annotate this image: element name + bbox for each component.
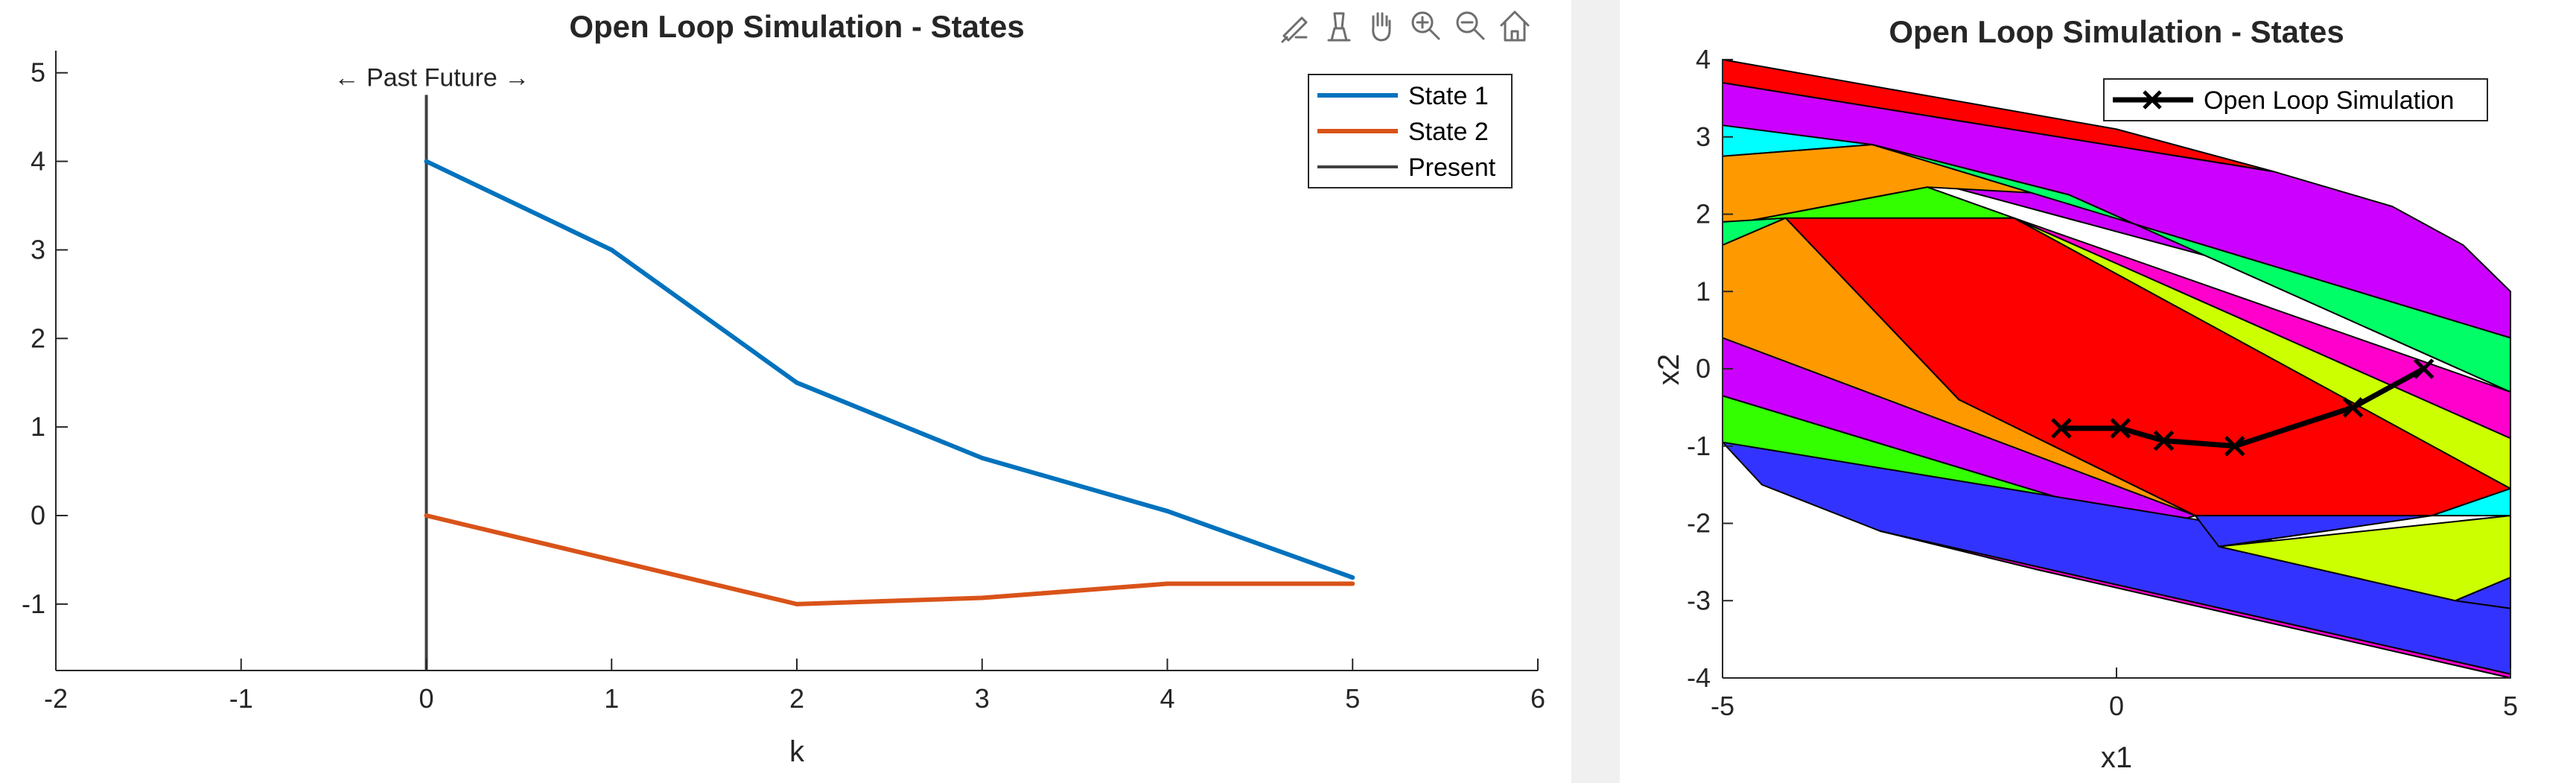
data-point-state-2 bbox=[424, 513, 429, 518]
right-x-tick-label: 0 bbox=[2109, 691, 2124, 721]
series-line-state-2 bbox=[425, 513, 1353, 606]
left-x-tick-label: -2 bbox=[44, 683, 68, 714]
trajectory-marker bbox=[2153, 430, 2175, 451]
trajectory-marker bbox=[2051, 418, 2072, 439]
partition-region bbox=[2454, 577, 2511, 609]
right-x-tick-label: -5 bbox=[1711, 691, 1734, 721]
right-y-tick-label: 0 bbox=[1696, 353, 1711, 384]
left-y-tick-label: 4 bbox=[31, 146, 45, 177]
axes-toolbar bbox=[1281, 10, 1530, 43]
right-x-tick-label: 5 bbox=[2503, 691, 2518, 721]
partition-region bbox=[2431, 487, 2511, 517]
right-y-tick-label: -2 bbox=[1687, 508, 1711, 539]
legend-marker-icon bbox=[2143, 90, 2162, 110]
left-y-tick-label: 2 bbox=[31, 323, 45, 353]
left-y-tick-label: 0 bbox=[31, 500, 45, 530]
right-y-tick-label: 1 bbox=[1696, 276, 1711, 306]
partition-region bbox=[2013, 217, 2511, 489]
left-x-tick-label: -1 bbox=[229, 683, 253, 714]
data-point-state-1 bbox=[795, 380, 799, 385]
left-x-axis-label: k bbox=[789, 735, 805, 768]
right-y-tick-label: 4 bbox=[1696, 44, 1711, 75]
left-x-tick-label: 6 bbox=[1530, 683, 1545, 714]
trajectory-marker bbox=[2224, 435, 2245, 457]
legend-label: State 2 bbox=[1408, 118, 1489, 146]
legend-label: Present bbox=[1408, 153, 1496, 182]
left-x-tick-label: 4 bbox=[1160, 683, 1174, 714]
left-y-tick-label: 1 bbox=[31, 411, 45, 442]
right-y-tick-label: -3 bbox=[1687, 585, 1711, 615]
left-x-tick-label: 2 bbox=[789, 683, 804, 714]
legend-label: Open Loop Simulation bbox=[2204, 86, 2454, 115]
right-y-tick-label: -4 bbox=[1687, 662, 1711, 693]
right-y-tick-label: -1 bbox=[1687, 431, 1711, 461]
left-y-tick-label: -1 bbox=[22, 589, 45, 619]
data-point-state-2 bbox=[609, 557, 614, 562]
home-icon[interactable] bbox=[1500, 10, 1530, 42]
left-legend[interactable]: State 1 State 2 Present bbox=[1308, 74, 1513, 188]
left-x-tick-label: 0 bbox=[419, 683, 433, 714]
zoom-in-icon[interactable] bbox=[1411, 11, 1440, 40]
data-point-state-2 bbox=[979, 595, 985, 600]
left-axes[interactable]: -2 -1 0 1 2 3 4 5 6 -1 0 1 2 3 4 5 Open Loop Simulation… bbox=[22, 9, 1545, 768]
data-point-state-2 bbox=[795, 601, 799, 606]
left-plot-area[interactable] bbox=[56, 51, 1538, 671]
right-legend[interactable]: Open Loop Simulation bbox=[2103, 78, 2488, 121]
data-point-state-1 bbox=[609, 247, 614, 253]
left-y-tick-label: 5 bbox=[31, 57, 45, 88]
left-x-tick-label: 1 bbox=[604, 683, 619, 714]
partition-region bbox=[2194, 515, 2433, 548]
right-y-axis-label: x2 bbox=[1653, 354, 1685, 385]
data-point-state-2 bbox=[1165, 581, 1170, 586]
right-axes[interactable]: -5 0 5 -4 -3 -2 -1 0 1 2 3 4 Open Loop Simulation -… bbox=[1653, 14, 2518, 774]
trajectory-marker bbox=[2413, 358, 2435, 379]
partition-regions bbox=[1722, 59, 2511, 679]
data-point-state-2 bbox=[1350, 581, 1355, 586]
right-chart-title: Open Loop Simulation - States bbox=[1889, 14, 2344, 49]
pan-icon[interactable] bbox=[1372, 12, 1391, 42]
trajectory-marker bbox=[2342, 397, 2364, 418]
right-y-tick-label: 2 bbox=[1696, 199, 1711, 229]
right-y-tick-label: 3 bbox=[1696, 121, 1711, 152]
left-x-tick-label: 5 bbox=[1345, 683, 1360, 714]
datatip-icon[interactable] bbox=[1327, 12, 1351, 42]
data-point-state-1 bbox=[1165, 509, 1170, 514]
series-line-state-1 bbox=[425, 159, 1354, 580]
left-chart-title: Open Loop Simulation - States bbox=[569, 9, 1024, 44]
right-x-axis-label: x1 bbox=[2101, 741, 2132, 774]
past-future-annotation: ← Past Future → bbox=[334, 64, 530, 92]
brush-icon[interactable] bbox=[1281, 16, 1308, 43]
legend-label: State 1 bbox=[1408, 82, 1489, 110]
trajectory-marker bbox=[2110, 418, 2131, 439]
left-y-tick-label: 3 bbox=[31, 234, 45, 264]
left-x-tick-label: 3 bbox=[975, 683, 990, 714]
data-point-state-1 bbox=[424, 159, 429, 164]
trajectory-line bbox=[2061, 366, 2426, 449]
data-point-state-1 bbox=[979, 455, 985, 460]
data-point-state-1 bbox=[1350, 575, 1355, 580]
zoom-out-icon[interactable] bbox=[1456, 11, 1485, 40]
